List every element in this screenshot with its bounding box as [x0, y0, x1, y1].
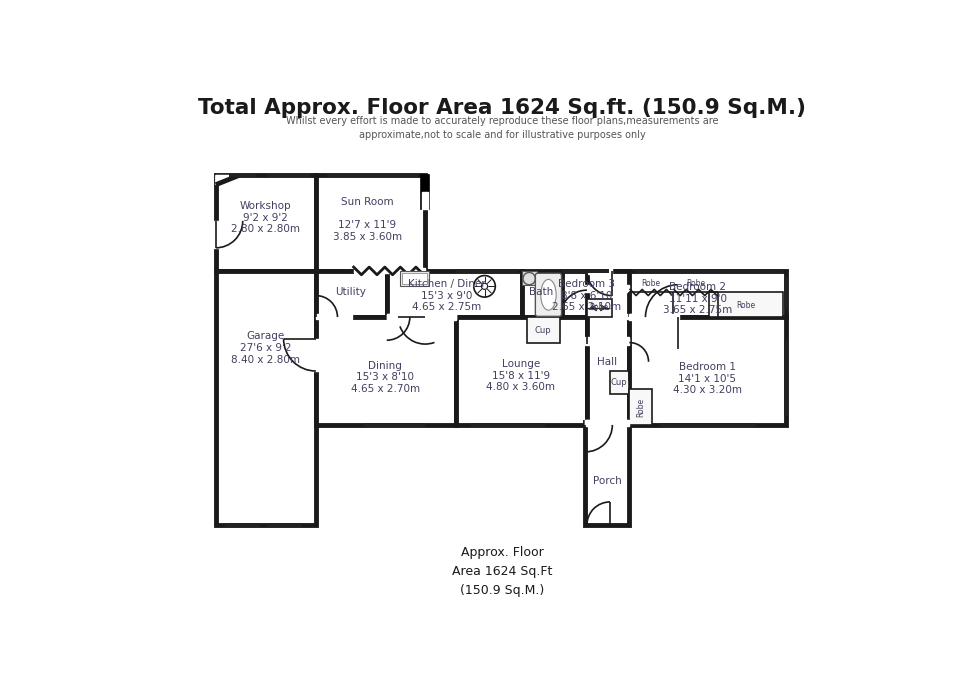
Text: Robe: Robe [641, 279, 661, 288]
Bar [709, 293, 783, 317]
Polygon shape [387, 314, 456, 320]
Text: Kitchen / Diner
15'3 x 9'0
4.65 x 2.75m: Kitchen / Diner 15'3 x 9'0 4.65 x 2.75m [408, 279, 486, 312]
Bar [635, 269, 783, 273]
Bar [563, 271, 612, 317]
Polygon shape [585, 338, 629, 345]
Text: Hall: Hall [597, 357, 617, 367]
Bar [216, 176, 316, 271]
Bar [229, 174, 256, 177]
Polygon shape [422, 192, 428, 208]
FancyBboxPatch shape [535, 273, 562, 316]
Text: Sun Room

12'7 x 11'9
3.85 x 3.60m: Sun Room 12'7 x 11'9 3.85 x 3.60m [333, 197, 402, 242]
Text: Robe: Robe [736, 301, 756, 310]
Text: Total Approx. Floor Area 1624 Sq.ft. (150.9 Sq.M.): Total Approx. Floor Area 1624 Sq.ft. (15… [198, 98, 807, 118]
Polygon shape [585, 285, 629, 293]
Bar [225, 523, 260, 527]
Polygon shape [585, 420, 629, 426]
Bar [563, 269, 609, 273]
Text: Robe: Robe [590, 303, 609, 312]
Text: Whilst every effort is made to accurately reproduce these floor plans,measuremen: Whilst every effort is made to accuratel… [286, 116, 718, 140]
Bar [326, 174, 417, 177]
Bar [387, 271, 521, 317]
Text: Porch: Porch [593, 476, 621, 486]
Polygon shape [354, 268, 425, 273]
Bar [316, 176, 425, 271]
Bar [400, 271, 429, 286]
Bar [587, 271, 629, 425]
Circle shape [523, 273, 535, 285]
Bar [612, 271, 786, 317]
Bar [784, 338, 788, 416]
Bar [521, 271, 537, 285]
Polygon shape [214, 221, 219, 248]
Bar [423, 179, 427, 208]
Bar [587, 299, 612, 317]
Bar [456, 317, 587, 425]
Text: Workshop
9'2 x 9'2
2.80 x 2.80m: Workshop 9'2 x 9'2 2.80 x 2.80m [231, 201, 300, 235]
Bar [471, 423, 545, 427]
Bar [364, 423, 425, 427]
Polygon shape [585, 337, 629, 343]
Bar [421, 176, 429, 209]
Circle shape [481, 283, 488, 289]
Text: Lounge
15'8 x 11'9
4.80 x 3.60m: Lounge 15'8 x 11'9 4.80 x 3.60m [486, 359, 556, 392]
Bar [456, 269, 517, 273]
Bar [784, 277, 788, 309]
Bar [316, 271, 387, 317]
Bar [629, 389, 653, 425]
Bar [402, 273, 427, 284]
Bar [585, 422, 629, 525]
Text: Robe: Robe [636, 398, 646, 417]
Text: Utility: Utility [335, 287, 366, 298]
Bar [527, 317, 560, 343]
Polygon shape [587, 268, 612, 274]
Bar [268, 174, 310, 177]
Polygon shape [629, 314, 678, 320]
Text: Bedroom 3
8'8 x 6'10
2.65 x 2.10m: Bedroom 3 8'8 x 6'10 2.65 x 2.10m [553, 279, 621, 312]
Bar [611, 371, 629, 394]
Bar [268, 523, 302, 527]
Polygon shape [314, 338, 319, 371]
Text: Dining
15'3 x 8'10
4.65 x 2.70m: Dining 15'3 x 8'10 4.65 x 2.70m [351, 361, 419, 394]
Bar [661, 423, 757, 427]
Text: Cup: Cup [535, 326, 552, 335]
Text: Robe: Robe [686, 279, 705, 288]
Circle shape [473, 275, 495, 297]
Polygon shape [585, 419, 629, 425]
Polygon shape [216, 176, 239, 185]
Polygon shape [627, 314, 679, 320]
Text: Bedroom 1
14'1 x 10'5
4.30 x 3.20m: Bedroom 1 14'1 x 10'5 4.30 x 3.20m [672, 362, 742, 395]
Polygon shape [316, 314, 352, 320]
Text: Approx. Floor
Area 1624 Sq.Ft
(150.9 Sq.M.): Approx. Floor Area 1624 Sq.Ft (150.9 Sq.… [452, 546, 553, 597]
Text: Bedroom 2
11'11 x 9'0
3.65 x 2.75m: Bedroom 2 11'11 x 9'0 3.65 x 2.75m [663, 282, 732, 316]
Polygon shape [387, 314, 456, 320]
Text: Garage
27'6 x 9'2
8.40 x 2.80m: Garage 27'6 x 9'2 8.40 x 2.80m [231, 331, 300, 365]
Bar [521, 271, 563, 317]
Bar [316, 317, 456, 425]
Text: Bath: Bath [528, 287, 553, 298]
Bar [216, 271, 316, 525]
Ellipse shape [541, 280, 557, 310]
Bar [629, 317, 786, 425]
Text: Cup: Cup [611, 378, 627, 387]
